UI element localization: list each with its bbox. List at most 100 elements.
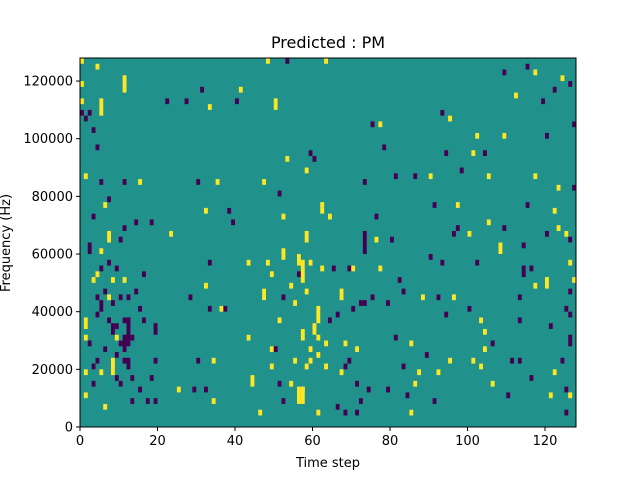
heatmap-cell — [107, 317, 111, 324]
heatmap-cell — [277, 380, 282, 387]
heatmap-cell — [479, 363, 483, 370]
heatmap-cell — [568, 236, 573, 243]
heatmap-cell — [281, 398, 286, 404]
heatmap-cell — [312, 156, 317, 162]
heatmap-cell — [285, 58, 290, 64]
heatmap-cell — [297, 271, 301, 278]
heatmap-cell — [238, 86, 243, 93]
heatmap-cell — [374, 236, 379, 243]
heatmap-cell — [432, 202, 437, 208]
heatmap-cell — [99, 98, 104, 116]
heatmap-cell — [362, 230, 367, 255]
heatmap-cell — [428, 254, 433, 260]
heatmap-cell — [370, 294, 375, 301]
heatmap-cell — [479, 317, 483, 324]
heatmap-cell — [111, 357, 115, 376]
heatmap-cell — [548, 323, 553, 329]
heatmap-cell — [126, 357, 131, 370]
heatmap-cell — [95, 144, 100, 151]
heatmap-cell — [525, 202, 530, 208]
heatmap-cell — [568, 259, 573, 266]
heatmap-cell — [103, 403, 108, 410]
heatmap-cell — [103, 202, 108, 208]
heatmap-cell — [99, 265, 104, 272]
heatmap-cell — [312, 323, 317, 335]
heatmap-cell — [366, 386, 371, 393]
heatmap-cell — [452, 294, 456, 301]
heatmap-cell — [568, 334, 573, 347]
heatmap-cell — [506, 392, 511, 399]
heatmap-cell — [572, 277, 576, 283]
heatmap-cell — [390, 236, 394, 243]
heatmap-cell — [556, 184, 561, 191]
heatmap-cell — [308, 346, 313, 353]
heatmap-cell — [293, 300, 297, 306]
heatmap-cells — [80, 58, 576, 416]
heatmap-cell — [568, 288, 573, 295]
heatmap-cell — [421, 294, 425, 301]
heatmap-cell — [87, 242, 92, 255]
heatmap-cell — [362, 300, 367, 306]
heatmap-cell — [370, 121, 375, 128]
heatmap-cell — [114, 375, 119, 381]
heatmap-cell — [331, 265, 336, 272]
heatmap-cell — [80, 81, 84, 87]
heatmap-cell — [517, 317, 522, 324]
heatmap-cell — [471, 150, 476, 157]
heatmap-cell — [560, 75, 565, 82]
heatmap-cell — [355, 409, 359, 416]
heatmap-cell — [227, 207, 232, 214]
heatmap-cell — [339, 369, 344, 376]
heatmap-cell — [533, 282, 538, 289]
x-tick-label: 60 — [304, 434, 321, 449]
heatmap-cell — [107, 259, 111, 266]
heatmap-cell — [455, 225, 460, 231]
heatmap-cell — [231, 219, 235, 226]
heatmap-cell — [455, 202, 460, 208]
heatmap-cell — [118, 340, 123, 347]
heatmap-cell — [556, 225, 561, 231]
heatmap-cell — [111, 277, 115, 283]
heatmap-cell — [103, 346, 108, 353]
heatmap-cell — [192, 386, 197, 393]
heatmap-cell — [393, 173, 398, 180]
heatmap-cell — [99, 248, 104, 255]
heatmap-cell — [293, 357, 297, 364]
heatmap-cell — [300, 386, 305, 404]
heatmap-cell — [510, 357, 514, 364]
heatmap-cell — [475, 132, 480, 139]
heatmap-cell — [277, 317, 282, 324]
heatmap-cell — [196, 179, 201, 185]
heatmap-cell — [223, 305, 228, 312]
heatmap-cell — [316, 409, 321, 416]
heatmap-cell — [483, 150, 487, 157]
heatmap-cell — [467, 230, 472, 237]
y-tick-label: 40000 — [32, 305, 73, 320]
heatmap-cell — [502, 225, 507, 231]
heatmap-cell — [490, 340, 495, 347]
heatmap-cell — [320, 265, 325, 272]
heatmap-cell — [335, 403, 340, 410]
heatmap-cell — [328, 213, 332, 220]
heatmap-cell — [452, 230, 456, 237]
heatmap-cell — [568, 392, 573, 399]
heatmap-cell — [308, 259, 313, 266]
heatmap-cell — [149, 219, 154, 226]
heatmap-cell — [529, 265, 534, 272]
y-axis-label: Frequency (Hz) — [0, 194, 14, 292]
heatmap-cell — [324, 363, 328, 370]
heatmap-cell — [397, 277, 402, 283]
heatmap-cell — [297, 254, 301, 266]
heatmap-cell — [436, 369, 441, 376]
heatmap-cell — [424, 352, 429, 358]
heatmap-cell — [262, 179, 266, 185]
heatmap-cell — [196, 357, 201, 364]
heatmap-cell — [122, 179, 127, 185]
x-tick-label: 20 — [149, 434, 166, 449]
heatmap-cell — [83, 173, 88, 180]
heatmap-cell — [343, 363, 348, 370]
heatmap-cell — [211, 357, 216, 364]
heatmap-cell — [351, 265, 356, 272]
heatmap-cell — [83, 392, 88, 399]
heatmap-cell — [413, 380, 418, 387]
